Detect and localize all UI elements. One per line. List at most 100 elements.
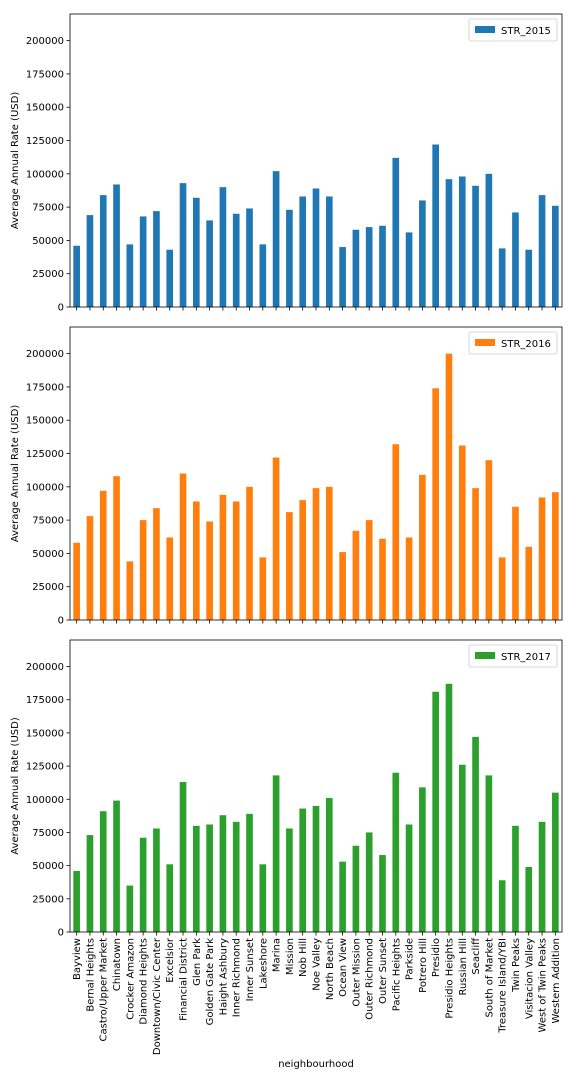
x-tick-label: Noe Valley <box>312 938 323 991</box>
bar-pacific-heights <box>392 773 399 932</box>
y-tick-label: 75000 <box>32 203 64 214</box>
bar-south-of-market <box>486 174 493 307</box>
bar-outer-richmond <box>366 227 373 307</box>
bar-downtown-civic-center <box>153 211 160 307</box>
bar-bernal-heights <box>87 835 94 932</box>
bar-twin-peaks <box>512 507 519 620</box>
bar-north-beach <box>326 487 333 620</box>
legend-swatch <box>475 26 495 33</box>
bar-western-addition <box>552 206 559 307</box>
bar-noe-valley <box>313 188 320 307</box>
x-tick-label: Crocker Amazon <box>125 938 136 1020</box>
bar-marina <box>273 775 280 932</box>
bar-outer-sunset <box>379 855 386 932</box>
y-tick-label: 150000 <box>26 416 64 427</box>
bar-golden-gate-park <box>206 220 213 307</box>
bar-inner-richmond <box>233 822 240 932</box>
x-tick-label: Visitacion Valley <box>524 938 535 1019</box>
bar-bayview <box>73 246 80 307</box>
bar-chinatown <box>113 801 120 932</box>
x-tick-label: Outer Mission <box>351 938 362 1007</box>
bar-mission <box>286 210 293 307</box>
bar-marina <box>273 458 280 620</box>
x-tick-label: Inner Richmond <box>232 938 243 1017</box>
y-tick-label: 125000 <box>26 449 64 460</box>
x-tick-label: Bayview <box>72 938 83 980</box>
x-tick-label: Excelsior <box>165 937 176 983</box>
y-tick-label: 200000 <box>26 349 64 360</box>
bar-inner-richmond <box>233 501 240 620</box>
bar-haight-ashbury <box>220 495 227 620</box>
x-tick-label: Western Addition <box>551 938 562 1023</box>
bar-inner-sunset <box>246 814 253 932</box>
y-tick-label: 25000 <box>32 894 64 905</box>
x-tick-label: Golden Gate Park <box>205 938 216 1026</box>
y-tick-label: 25000 <box>32 269 64 280</box>
subplot-2: 0250005000075000100000125000150000175000… <box>10 327 562 627</box>
y-axis-label: Average Annual Rate (USD) <box>10 405 21 543</box>
x-tick-label: Chinatown <box>112 938 123 991</box>
bar-presidio <box>432 388 439 620</box>
y-tick-label: 125000 <box>26 136 64 147</box>
y-tick-label: 200000 <box>26 662 64 673</box>
bar-ocean-view <box>339 247 346 307</box>
bar-west-of-twin-peaks <box>539 195 546 307</box>
y-tick-label: 75000 <box>32 516 64 527</box>
bar-presidio <box>432 145 439 307</box>
x-tick-label: Pacific Heights <box>391 938 402 1011</box>
x-tick-label: Russian Hill <box>458 938 469 996</box>
bar-lakeshore <box>259 864 266 932</box>
bar-parkside <box>406 824 413 932</box>
x-tick-label: Presidio <box>431 938 442 977</box>
bar-glen-park <box>193 198 200 307</box>
bar-outer-sunset <box>379 539 386 620</box>
y-tick-label: 175000 <box>26 695 64 706</box>
y-tick-label: 25000 <box>32 582 64 593</box>
bar-inner-sunset <box>246 487 253 620</box>
y-tick-label: 100000 <box>26 169 64 180</box>
bar-north-beach <box>326 798 333 932</box>
y-tick-label: 100000 <box>26 482 64 493</box>
bar-financial-district <box>180 782 187 932</box>
bar-noe-valley <box>313 806 320 932</box>
bar-western-addition <box>552 793 559 932</box>
bar-noe-valley <box>313 488 320 620</box>
x-tick-label: South of Market <box>484 938 495 1018</box>
bar-visitacion-valley <box>525 547 532 620</box>
bar-russian-hill <box>459 176 466 307</box>
bar-mission <box>286 512 293 620</box>
bar-excelsior <box>166 250 173 307</box>
bar-haight-ashbury <box>220 187 227 307</box>
x-tick-label: Seacliff <box>471 937 482 975</box>
bar-russian-hill <box>459 446 466 620</box>
bar-bayview <box>73 871 80 932</box>
bar-presidio-heights <box>446 179 453 307</box>
y-tick-label: 100000 <box>26 795 64 806</box>
x-tick-label: Ocean View <box>338 938 349 997</box>
legend: STR_2015 <box>469 19 557 41</box>
bar-downtown-civic-center <box>153 508 160 620</box>
y-tick-label: 150000 <box>26 728 64 739</box>
y-axis-label: Average Annual Rate (USD) <box>10 717 21 855</box>
bar-chinatown <box>113 184 120 307</box>
bar-outer-mission <box>353 531 360 620</box>
bar-inner-sunset <box>246 208 253 307</box>
bar-russian-hill <box>459 765 466 932</box>
bar-potrero-hill <box>419 475 426 620</box>
bar-nob-hill <box>299 196 306 307</box>
legend-label: STR_2017 <box>501 652 551 663</box>
x-axis-label: neighbourhood <box>278 1059 354 1070</box>
x-tick-label: Lakeshore <box>258 938 269 989</box>
x-tick-label: Mission <box>285 938 296 975</box>
bar-west-of-twin-peaks <box>539 822 546 932</box>
bar-financial-district <box>180 183 187 307</box>
bar-diamond-heights <box>140 520 147 620</box>
bar-seacliff <box>472 186 479 307</box>
bar-excelsior <box>166 864 173 932</box>
bar-seacliff <box>472 737 479 932</box>
bar-lakeshore <box>259 244 266 307</box>
bar-castro-upper-market <box>100 491 107 620</box>
bar-nob-hill <box>299 809 306 932</box>
bar-seacliff <box>472 488 479 620</box>
